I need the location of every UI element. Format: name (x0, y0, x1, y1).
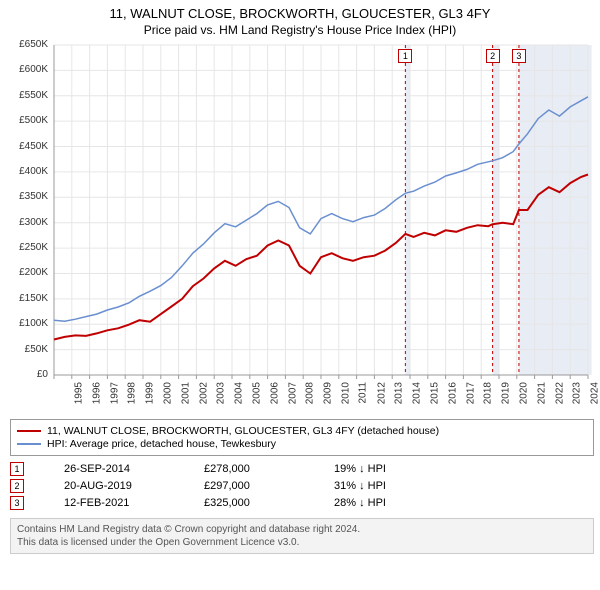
transaction-row: 3 12-FEB-2021£325,00028% ↓ HPI (10, 496, 596, 510)
chart-title: 11, WALNUT CLOSE, BROCKWORTH, GLOUCESTER… (4, 6, 596, 21)
x-axis-label: 1996 (91, 382, 102, 404)
x-axis-label: 2004 (233, 382, 244, 404)
transaction-delta: 28% ↓ HPI (334, 497, 386, 509)
y-axis-label: £100K (8, 318, 48, 329)
x-axis-label: 2011 (357, 382, 368, 404)
y-axis-label: £550K (8, 90, 48, 101)
x-axis-label: 2014 (411, 382, 422, 404)
y-axis-label: £350K (8, 191, 48, 202)
chart-area: £0 £50K £100K £150K £200K £250K £300K £350K £400… (8, 43, 592, 413)
x-axis-label: 2010 (340, 382, 351, 404)
transaction-table: 1 26-SEP-2014£278,00019% ↓ HPI 2 20-AUG-201… (10, 462, 596, 510)
event-marker: 2 (486, 49, 500, 63)
y-axis-label: £300K (8, 217, 48, 228)
y-axis-label: £500K (8, 115, 48, 126)
footer-line-2: This data is licensed under the Open Gov… (17, 536, 587, 549)
x-axis-label: 2019 (500, 382, 511, 404)
x-axis-label: 2012 (376, 382, 387, 404)
x-axis-label: 2005 (251, 382, 262, 404)
transaction-delta: 19% ↓ HPI (334, 463, 386, 475)
x-axis-label: 1999 (144, 382, 155, 404)
transaction-date: 12-FEB-2021 (64, 497, 204, 509)
x-axis-label: 2020 (518, 382, 529, 404)
x-axis-label: 2013 (394, 382, 405, 404)
transaction-delta: 31% ↓ HPI (334, 480, 386, 492)
legend-item: HPI: Average price, detached house, Tewk… (17, 438, 587, 450)
event-marker: 3 (512, 49, 526, 63)
transaction-row: 1 26-SEP-2014£278,00019% ↓ HPI (10, 462, 596, 476)
transaction-price: £278,000 (204, 463, 334, 475)
legend-swatch (17, 443, 41, 445)
x-axis-label: 2021 (536, 382, 547, 404)
x-axis-label: 1997 (109, 382, 120, 404)
attribution-footer: Contains HM Land Registry data © Crown c… (10, 518, 594, 554)
transaction-date: 20-AUG-2019 (64, 480, 204, 492)
legend-label: HPI: Average price, detached house, Tewk… (47, 438, 276, 450)
transaction-marker: 3 (10, 496, 24, 510)
legend-item: 11, WALNUT CLOSE, BROCKWORTH, GLOUCESTER… (17, 425, 587, 437)
legend-label: 11, WALNUT CLOSE, BROCKWORTH, GLOUCESTER… (47, 425, 439, 437)
title-block: 11, WALNUT CLOSE, BROCKWORTH, GLOUCESTER… (4, 6, 596, 37)
transaction-marker: 1 (10, 462, 24, 476)
x-axis-label: 2018 (483, 382, 494, 404)
y-axis-label: £0 (8, 369, 48, 380)
x-axis-label: 2000 (162, 382, 173, 404)
x-axis-label: 2023 (572, 382, 583, 404)
y-axis-label: £200K (8, 267, 48, 278)
y-axis-label: £650K (8, 39, 48, 50)
x-axis-label: 1998 (127, 382, 138, 404)
x-axis-label: 2001 (180, 382, 191, 404)
y-axis-label: £250K (8, 242, 48, 253)
transaction-date: 26-SEP-2014 (64, 463, 204, 475)
transaction-row: 2 20-AUG-2019£297,00031% ↓ HPI (10, 479, 596, 493)
y-axis-label: £150K (8, 293, 48, 304)
legend-box: 11, WALNUT CLOSE, BROCKWORTH, GLOUCESTER… (10, 419, 594, 456)
x-axis-label: 2006 (269, 382, 280, 404)
x-axis-label: 2009 (322, 382, 333, 404)
transaction-price: £297,000 (204, 480, 334, 492)
event-marker: 1 (398, 49, 412, 63)
x-axis-label: 2016 (447, 382, 458, 404)
transaction-marker: 2 (10, 479, 24, 493)
x-axis-label: 2002 (198, 382, 209, 404)
x-axis-label: 2007 (287, 382, 298, 404)
y-axis-label: £450K (8, 141, 48, 152)
x-axis-label: 2015 (429, 382, 440, 404)
x-axis-label: 2003 (216, 382, 227, 404)
x-axis-label: 2022 (554, 382, 565, 404)
x-axis-label: 1995 (73, 382, 84, 404)
x-axis-label: 2017 (465, 382, 476, 404)
y-axis-label: £50K (8, 344, 48, 355)
y-axis-label: £600K (8, 64, 48, 75)
x-axis-label: 2024 (589, 382, 600, 404)
x-axis-label: 2008 (305, 382, 316, 404)
transaction-price: £325,000 (204, 497, 334, 509)
footer-line-1: Contains HM Land Registry data © Crown c… (17, 523, 587, 536)
chart-subtitle: Price paid vs. HM Land Registry's House … (4, 23, 596, 37)
legend-swatch (17, 430, 41, 432)
y-axis-label: £400K (8, 166, 48, 177)
